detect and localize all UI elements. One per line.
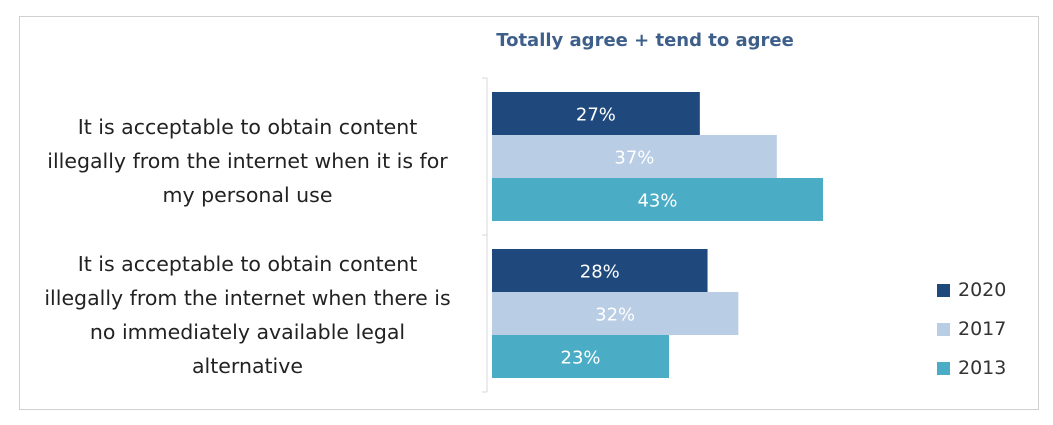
legend-swatch-2020 (937, 283, 950, 297)
category-label-1-line: It is acceptable to obtain content (77, 115, 418, 139)
data-label-2020-1: 27% (576, 105, 616, 126)
category-label-2-line: illegally from the internet when there i… (44, 286, 451, 310)
category-label-2-line: It is acceptable to obtain content (77, 252, 418, 276)
data-label-2017-1: 37% (614, 148, 654, 169)
legend-item-2020: 2020 (937, 279, 1007, 301)
bar-2020-1 (492, 92, 700, 135)
category-label-1-line: my personal use (162, 183, 333, 207)
legend-item-2013: 2013 (937, 357, 1007, 379)
bar-2017-2 (492, 292, 739, 335)
data-label-2013-2: 23% (561, 348, 601, 369)
bar-2013-2 (492, 335, 670, 378)
legend-swatch-2013 (937, 361, 950, 375)
data-label-2017-2: 32% (595, 305, 635, 326)
category-label-2: It is acceptable to obtain content illeg… (30, 247, 465, 383)
bar-2017-1 (492, 135, 777, 178)
legend-label-2017: 2017 (958, 318, 1007, 340)
chart-title: Totally agree + tend to agree (496, 30, 794, 51)
category-label-2-line: no immediately available legal (89, 320, 406, 344)
category-label-1-line: illegally from the internet when it is f… (47, 149, 448, 173)
category-label-1: It is acceptable to obtain content illeg… (30, 110, 465, 212)
bar-2013-1 (492, 178, 823, 221)
legend-label-2020: 2020 (958, 279, 1007, 301)
data-label-2013-1: 43% (637, 191, 677, 212)
legend-label-2013: 2013 (958, 357, 1007, 379)
legend-swatch-2017 (937, 322, 950, 336)
category-label-2-line: alternative (191, 354, 303, 378)
legend: 2020 2017 2013 (937, 279, 1007, 397)
bar-2020-2 (492, 249, 708, 292)
data-label-2020-2: 28% (580, 262, 620, 283)
legend-item-2017: 2017 (937, 318, 1007, 340)
